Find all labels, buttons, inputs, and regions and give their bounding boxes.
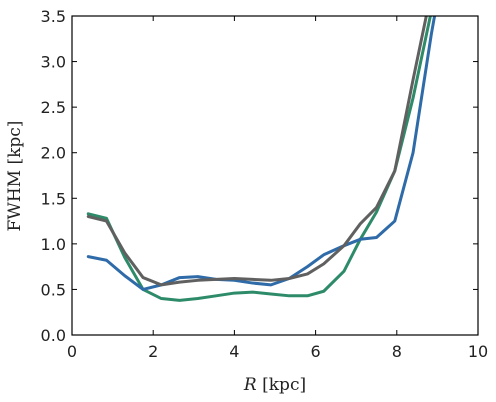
y-tick-label: 2.5: [41, 98, 66, 117]
y-tick-label: 3.5: [41, 7, 66, 26]
y-axis-label: FWHM [kpc]: [5, 121, 25, 232]
y-tick-label: 2.0: [41, 144, 66, 163]
y-tick-label: 0.0: [41, 326, 66, 345]
series-line-2: [86, 16, 437, 291]
x-axis-label: R [kpc]: [243, 375, 306, 395]
series-line-3: [86, 16, 428, 287]
tick-layer: 0 2 4 6 8 10 0.0 0.5 1.0 1.5 2.0 2.5 3.0 3.5: [41, 7, 489, 361]
x-tick-label: 2: [148, 342, 158, 361]
x-tick-label: 4: [229, 342, 239, 361]
x-tick-label: 6: [311, 342, 321, 361]
y-tick-label: 0.5: [41, 280, 66, 299]
y-tick-label: 1.0: [41, 235, 66, 254]
plot-frame: [71, 15, 479, 336]
x-axis-label-unit: [kpc]: [257, 375, 306, 395]
series-line-1: [86, 16, 432, 302]
y-tick-label: 1.5: [41, 189, 66, 208]
x-tick-label: 10: [468, 342, 488, 361]
series-layer: [86, 16, 437, 302]
x-axis-label-variable: R: [243, 375, 257, 395]
x-tick-label: 0: [67, 342, 77, 361]
y-tick-label: 3.0: [41, 53, 66, 72]
x-tick-label: 8: [392, 342, 402, 361]
